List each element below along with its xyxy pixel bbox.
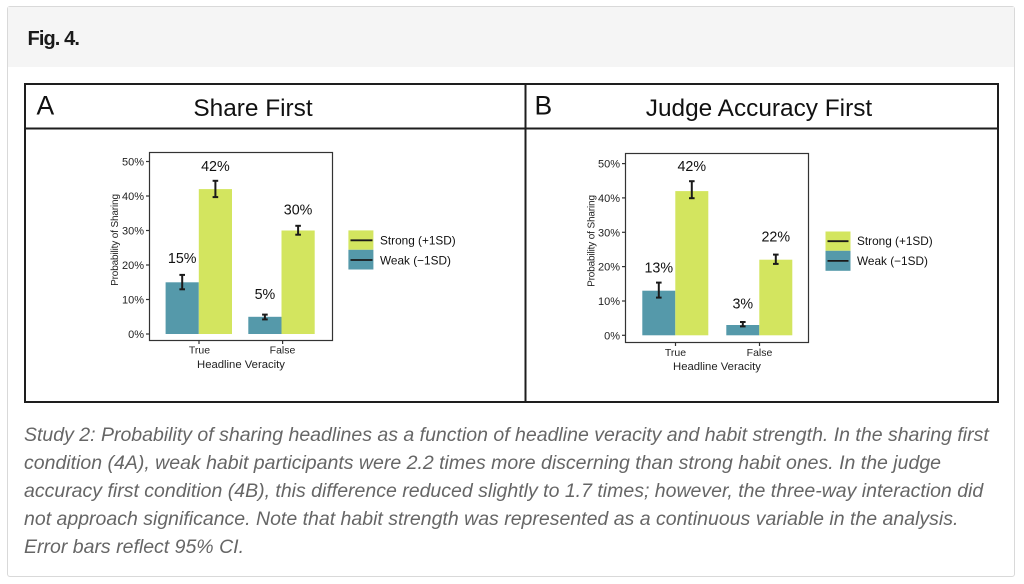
svg-text:5%: 5% bbox=[255, 287, 276, 303]
svg-text:20%: 20% bbox=[122, 260, 144, 272]
svg-text:30%: 30% bbox=[598, 227, 620, 239]
svg-text:Probability of Sharing: Probability of Sharing bbox=[110, 194, 121, 286]
svg-text:Strong (+1SD): Strong (+1SD) bbox=[380, 234, 456, 248]
svg-text:20%: 20% bbox=[598, 262, 620, 274]
svg-text:True: True bbox=[665, 347, 686, 359]
svg-text:Strong (+1SD): Strong (+1SD) bbox=[857, 234, 933, 248]
svg-text:40%: 40% bbox=[122, 191, 144, 203]
svg-text:Probability of Sharing: Probability of Sharing bbox=[587, 195, 598, 287]
svg-text:3%: 3% bbox=[732, 296, 753, 312]
svg-text:0%: 0% bbox=[604, 330, 620, 342]
svg-text:13%: 13% bbox=[644, 260, 673, 276]
svg-text:42%: 42% bbox=[201, 159, 230, 175]
svg-text:Share First: Share First bbox=[193, 95, 312, 122]
svg-text:Headline Veracity: Headline Veracity bbox=[673, 361, 761, 373]
svg-text:22%: 22% bbox=[761, 230, 790, 246]
svg-text:50%: 50% bbox=[122, 157, 144, 169]
svg-text:Weak (−1SD): Weak (−1SD) bbox=[857, 254, 928, 268]
svg-text:Headline Veracity: Headline Veracity bbox=[197, 359, 285, 371]
svg-text:False: False bbox=[270, 345, 296, 357]
svg-text:30%: 30% bbox=[122, 226, 144, 238]
svg-text:50%: 50% bbox=[598, 159, 620, 171]
svg-text:B: B bbox=[535, 91, 553, 121]
svg-text:0%: 0% bbox=[128, 329, 144, 341]
svg-text:30%: 30% bbox=[284, 203, 313, 219]
svg-text:True: True bbox=[189, 345, 210, 357]
svg-text:10%: 10% bbox=[598, 296, 620, 308]
svg-text:42%: 42% bbox=[677, 159, 706, 175]
svg-text:A: A bbox=[37, 91, 55, 121]
svg-text:15%: 15% bbox=[168, 251, 197, 267]
svg-text:Judge Accuracy First: Judge Accuracy First bbox=[646, 95, 873, 122]
svg-text:Weak (−1SD): Weak (−1SD) bbox=[380, 254, 451, 268]
svg-text:False: False bbox=[747, 347, 773, 359]
svg-text:10%: 10% bbox=[122, 295, 144, 307]
svg-text:40%: 40% bbox=[598, 193, 620, 205]
